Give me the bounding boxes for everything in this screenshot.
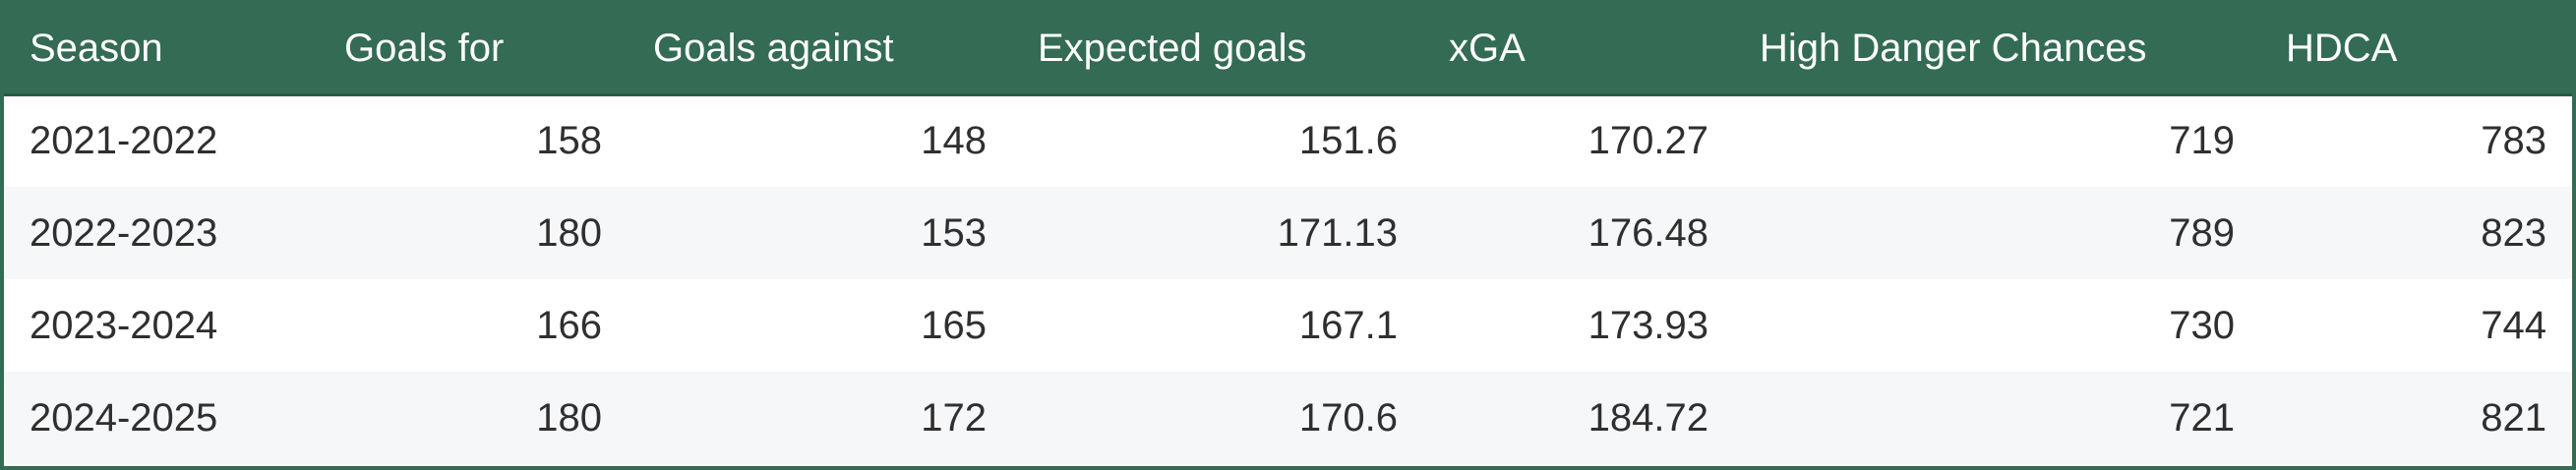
goals-for-cell: 180 <box>536 395 602 440</box>
hdca-cell: 821 <box>2481 395 2546 440</box>
header-xga: xGA <box>1423 4 1734 96</box>
high-danger-chances-cell: 719 <box>2169 119 2235 163</box>
goals-for-cell: 166 <box>536 303 602 347</box>
header-goals-for: Goals for <box>319 4 628 96</box>
goals-for-cell: 158 <box>536 119 602 163</box>
table-row: 2021-2022 158 148 151.6 170.27 719 783 <box>4 94 2572 187</box>
table-row: 2023-2024 166 165 167.1 173.93 730 744 <box>4 279 2572 372</box>
high-danger-chances-cell: 730 <box>2169 303 2235 347</box>
season-cell: 2022-2023 <box>30 210 218 255</box>
expected-goals-cell: 170.6 <box>1298 395 1398 440</box>
xga-cell: 170.27 <box>1588 119 1708 163</box>
season-stats-table: Season Goals for Goals against Expected … <box>4 4 2572 464</box>
season-cell: 2024-2025 <box>30 395 218 440</box>
xga-cell: 173.93 <box>1588 303 1708 347</box>
goals-against-cell: 153 <box>921 210 987 255</box>
expected-goals-cell: 171.13 <box>1277 210 1398 255</box>
header-goals-against: Goals against <box>628 4 1012 96</box>
goals-against-cell: 172 <box>921 395 987 440</box>
table-row: 2022-2023 180 153 171.13 176.48 789 823 <box>4 187 2572 279</box>
xga-cell: 184.72 <box>1588 395 1708 440</box>
goals-for-cell: 180 <box>536 210 602 255</box>
header-expected-goals: Expected goals <box>1012 4 1423 96</box>
xga-cell: 176.48 <box>1588 210 1708 255</box>
header-hdca: HDCA <box>2260 4 2572 96</box>
hdca-cell: 823 <box>2481 210 2546 255</box>
goals-against-cell: 165 <box>921 303 987 347</box>
goals-against-cell: 148 <box>921 119 987 163</box>
season-cell: 2023-2024 <box>30 303 218 347</box>
table-header: Season Goals for Goals against Expected … <box>4 4 2572 96</box>
season-cell: 2021-2022 <box>30 119 218 163</box>
hdca-cell: 744 <box>2481 303 2546 347</box>
header-high-danger-chances: High Danger Chances <box>1734 4 2260 96</box>
table-body: 2021-2022 158 148 151.6 170.27 719 783 2… <box>4 94 2572 464</box>
expected-goals-cell: 151.6 <box>1298 119 1398 163</box>
header-season: Season <box>4 4 319 96</box>
high-danger-chances-cell: 789 <box>2169 210 2235 255</box>
header-row: Season Goals for Goals against Expected … <box>4 4 2572 96</box>
hdca-cell: 783 <box>2481 119 2546 163</box>
table-row: 2024-2025 180 172 170.6 184.72 721 821 <box>4 372 2572 464</box>
expected-goals-cell: 167.1 <box>1298 303 1398 347</box>
high-danger-chances-cell: 721 <box>2169 395 2235 440</box>
